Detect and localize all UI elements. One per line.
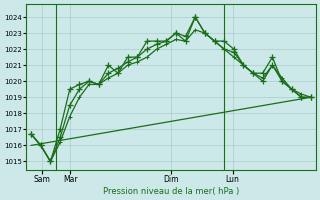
- X-axis label: Pression niveau de la mer( hPa ): Pression niveau de la mer( hPa ): [103, 187, 239, 196]
